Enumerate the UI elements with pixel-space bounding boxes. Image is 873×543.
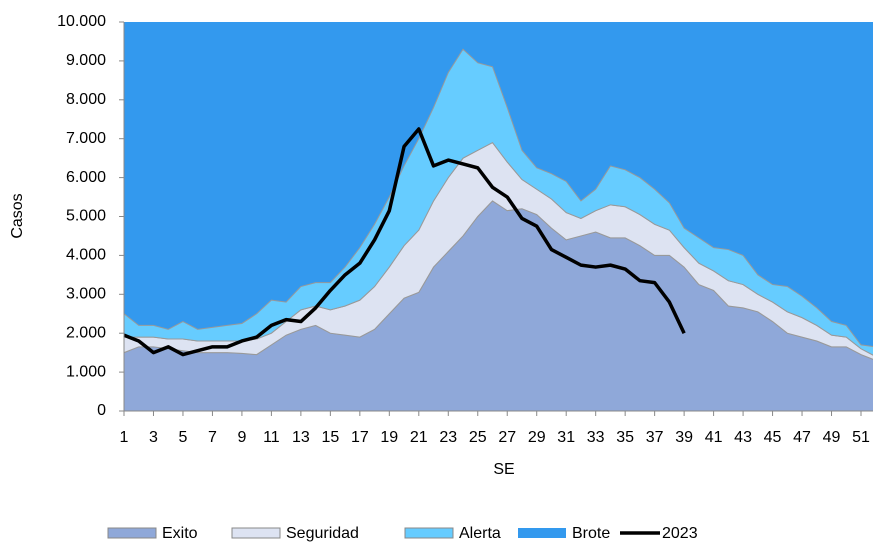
line (123, 127, 686, 357)
x-tick-label: 19 (380, 429, 398, 446)
legend-swatch (231, 527, 281, 539)
x-tick-label: 21 (410, 429, 428, 446)
x-tick-label: 33 (587, 429, 605, 446)
x-tick-label: 7 (208, 429, 217, 446)
y-tick-label: 6.000 (66, 169, 106, 186)
y-tick-label: 5.000 (66, 208, 106, 225)
x-tick-label: 13 (292, 429, 310, 446)
y-tick-label: 8.000 (66, 91, 106, 108)
x-tick-label: 43 (734, 429, 752, 446)
x-tick-label: 11 (263, 429, 280, 446)
y-axis-title: Casos (9, 193, 26, 238)
y-tick-label: 3.000 (66, 286, 106, 303)
x-tick-label: 15 (321, 429, 339, 446)
x-tick-label: 27 (498, 429, 516, 446)
y-tick-label: 7.000 (66, 130, 106, 147)
legend-swatch (107, 527, 157, 539)
area (123, 48, 873, 356)
x-tick-label: 35 (616, 429, 634, 446)
x-axis-title: SE (493, 461, 514, 478)
x-tick-label: 47 (793, 429, 811, 446)
x-tick-label: 9 (237, 429, 246, 446)
x-tick-label: 37 (646, 429, 664, 446)
legend-label: Exito (162, 525, 198, 542)
y-tick-label: 1.000 (66, 363, 106, 380)
x-tick-label: 45 (764, 429, 782, 446)
y-tick-label: 10.000 (57, 13, 106, 30)
x-tick-label: 1 (120, 429, 129, 446)
x-tick-label: 25 (469, 429, 487, 446)
legend-swatch (518, 528, 566, 538)
x-tick-label: 39 (675, 429, 693, 446)
x-tick-label: 17 (351, 429, 369, 446)
legend-label: Alerta (459, 525, 501, 542)
legend-swatch (404, 527, 454, 539)
x-tick-label: 23 (439, 429, 457, 446)
legend-label: Seguridad (286, 525, 359, 542)
x-tick-label: 41 (705, 429, 723, 446)
x-tick-label: 31 (557, 429, 575, 446)
y-tick-label: 4.000 (66, 247, 106, 264)
y-tick-label: 0 (97, 402, 106, 419)
legend-label: Brote (572, 525, 610, 542)
x-tick-label: 3 (149, 429, 158, 446)
x-tick-label: 51 (852, 429, 870, 446)
y-tick-label: 2.000 (66, 324, 106, 341)
legend-label: 2023 (662, 525, 698, 542)
x-tick-label: 5 (179, 429, 188, 446)
x-tick-label: 29 (528, 429, 546, 446)
x-tick-label: 49 (823, 429, 841, 446)
y-tick-label: 9.000 (66, 52, 106, 69)
